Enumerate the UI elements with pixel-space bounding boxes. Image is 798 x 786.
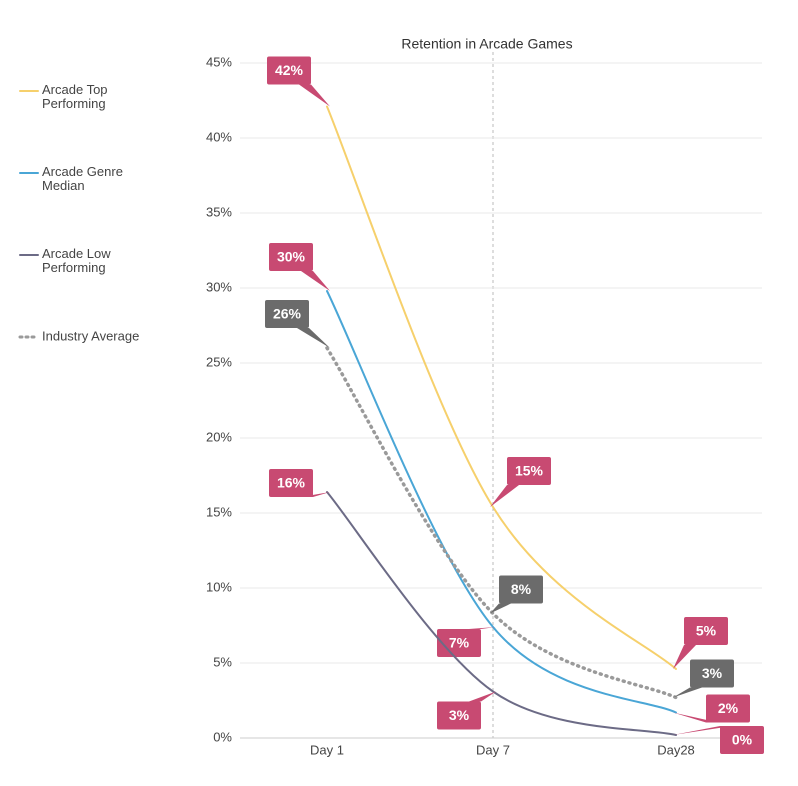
y-tick-label: 10%: [206, 579, 232, 594]
value-label-pointer: [490, 603, 511, 614]
value-label-box: [499, 575, 543, 604]
value-label-box: [437, 701, 481, 730]
value-label-pointer: [469, 627, 496, 629]
chart-title: Retention in Arcade Games: [401, 36, 572, 52]
y-tick-label: 30%: [206, 279, 232, 294]
value-label-pointer: [673, 687, 702, 698]
legend-label: Arcade Genre Median: [42, 164, 123, 193]
value-label-box: [720, 726, 764, 754]
value-label-pointer: [490, 485, 519, 507]
value-label: 3%: [702, 665, 723, 681]
legend-line: Arcade Genre: [42, 164, 123, 179]
value-label: 3%: [449, 707, 470, 723]
y-tick-label: 40%: [206, 129, 232, 144]
x-tick-label: Day28: [657, 742, 695, 757]
series-line: [326, 290, 677, 714]
value-label: 16%: [277, 475, 306, 491]
legend-line: Performing: [42, 260, 106, 275]
value-label: 8%: [511, 581, 532, 597]
y-tick-label: 5%: [213, 654, 232, 669]
series-line: [326, 491, 677, 736]
legend-line: Performing: [42, 96, 106, 111]
value-label-pointer: [301, 271, 330, 291]
value-label-box: [269, 243, 313, 271]
x-tick-label: Day 7: [476, 742, 510, 757]
legend-label: Arcade Top Performing: [42, 82, 108, 111]
value-label-box: [265, 300, 309, 328]
y-tick-label: 0%: [213, 729, 232, 744]
value-label: 30%: [277, 249, 306, 265]
value-label: 15%: [515, 463, 544, 479]
value-label-pointer: [297, 328, 330, 348]
y-tick-label: 25%: [206, 354, 232, 369]
value-label-box: [267, 56, 311, 85]
legend-line: Arcade Low: [42, 246, 111, 261]
y-tick-label: 20%: [206, 429, 232, 444]
value-label: 2%: [718, 700, 739, 716]
legend-line: Median: [42, 178, 85, 193]
value-label-box: [690, 659, 734, 688]
y-tick-label: 35%: [206, 204, 232, 219]
value-label: 42%: [275, 62, 304, 78]
value-label-pointer: [299, 84, 330, 107]
value-label-box: [507, 457, 551, 485]
series-line: [325, 346, 678, 700]
value-label-box: [706, 694, 750, 723]
legend-line: Arcade Top: [42, 82, 108, 97]
legend-label: Arcade Low Performing: [42, 246, 111, 275]
y-tick-label: 45%: [206, 54, 232, 69]
value-label: 5%: [696, 623, 717, 639]
value-label: 7%: [449, 635, 470, 651]
series-line: [326, 105, 677, 670]
value-label-pointer: [673, 645, 696, 669]
value-label-pointer: [469, 691, 496, 702]
value-label-box: [269, 469, 313, 497]
value-label: 0%: [732, 732, 753, 748]
value-label-box: [684, 617, 728, 645]
x-tick-label: Day 1: [310, 742, 344, 757]
y-tick-label: 15%: [206, 504, 232, 519]
value-label-pointer: [673, 726, 732, 735]
legend-label: Industry Average: [42, 328, 139, 343]
value-label: 26%: [273, 306, 302, 322]
